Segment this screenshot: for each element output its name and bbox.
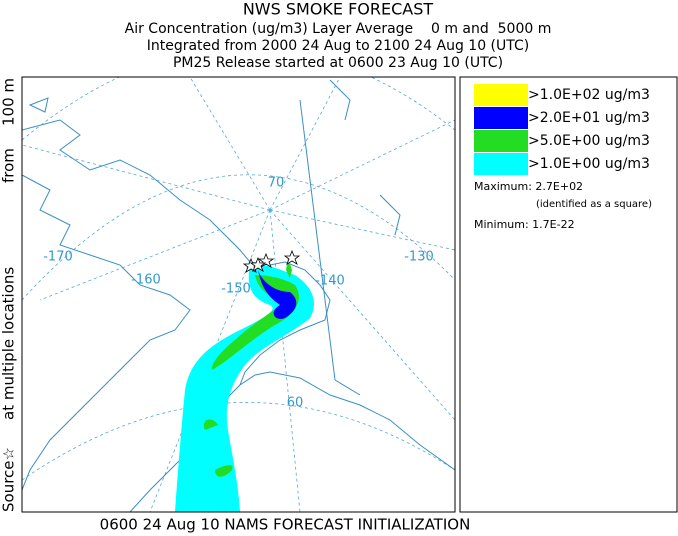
- smoke-plume: [175, 264, 315, 512]
- map: -170 -160 -150 -140 -130 70 60: [21, 76, 456, 513]
- coastline: [22, 119, 455, 471]
- graticule-label: -130: [404, 250, 434, 265]
- title: NWS SMOKE FORECAST: [243, 0, 434, 19]
- subtitle: Integrated from 2000 24 Aug to 2100 24 A…: [147, 38, 530, 54]
- legend-label: >5.0E+00 ug/m3: [528, 133, 650, 149]
- coastline: [28, 79, 401, 236]
- footer: 0600 24 Aug 10 NAMS FORECAST INITIALIZAT…: [100, 516, 471, 534]
- side-text: at multiple locations: [0, 267, 18, 420]
- graticule: [22, 77, 455, 141]
- source-markers: [242, 249, 301, 273]
- graticule-label: 60: [287, 396, 304, 411]
- legend-label: >2.0E+01 ug/m3: [528, 110, 650, 126]
- side-label: Source☆ at multiple locations from 100 m: [0, 78, 18, 512]
- minimum: Minimum: 1.7E-22: [474, 218, 575, 231]
- legend-label: >1.0E+00 ug/m3: [528, 156, 650, 172]
- maximum: Maximum: 2.7E+02: [474, 180, 583, 193]
- graticule-label: -160: [131, 273, 161, 288]
- legend-swatch: [474, 84, 528, 106]
- legend-swatch: [474, 130, 528, 152]
- legend-swatch: [474, 153, 528, 175]
- side-text: Source☆: [0, 447, 18, 512]
- legend: Maximum: 2.7E+02 (identified as a square…: [459, 76, 678, 513]
- coastline: [22, 174, 191, 491]
- graticule-label: -170: [43, 250, 73, 265]
- smoke-plume: [203, 419, 233, 477]
- legend-label: >1.0E+02 ug/m3: [528, 87, 650, 103]
- legend-frame: [459, 76, 678, 513]
- side-text: 100 m: [0, 78, 18, 126]
- max-note: (identified as a square): [536, 199, 652, 210]
- graticule-label: -140: [315, 274, 345, 289]
- subtitle: Air Concentration (ug/m3) Layer Average …: [125, 21, 552, 37]
- legend-swatch: [474, 107, 528, 129]
- smoke-plume: [211, 275, 299, 370]
- side-text: from: [0, 148, 18, 183]
- border: [299, 99, 361, 396]
- subtitle: PM25 Release started at 0600 23 Aug 10 (…: [173, 55, 503, 71]
- smoke-plume: [258, 270, 297, 319]
- graticule-label: -150: [221, 282, 251, 297]
- graticule-label: 70: [268, 176, 285, 191]
- map-frame: [21, 76, 456, 513]
